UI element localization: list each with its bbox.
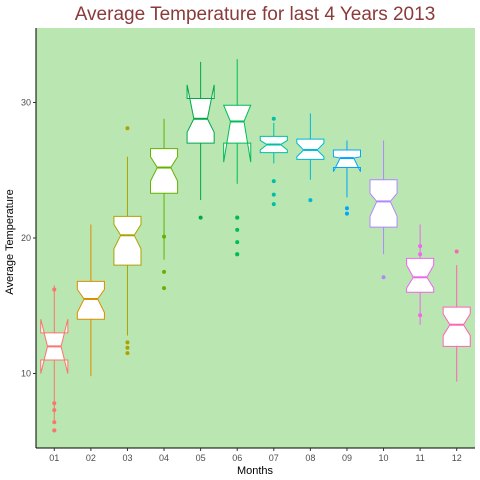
y-axis-label: Average Temperature	[4, 189, 16, 294]
y-axis-ticks: 10 20 30	[21, 98, 36, 378]
box-12	[442, 249, 471, 382]
x-tick-label: 11	[415, 453, 424, 463]
outlier-point	[125, 340, 130, 345]
outlier-point	[235, 252, 240, 257]
box-body	[76, 280, 105, 320]
box-body	[332, 149, 361, 172]
outlier-point	[235, 240, 240, 245]
outlier-point	[125, 351, 130, 356]
outlier-point	[344, 206, 349, 211]
y-tick-label: 10	[21, 368, 31, 378]
outlier-point	[271, 192, 276, 197]
x-tick-label: 06	[232, 453, 242, 463]
outlier-point	[162, 269, 167, 274]
box-body	[113, 215, 142, 266]
x-tick-label: 04	[159, 453, 169, 463]
x-tick-label: 10	[379, 453, 389, 463]
outlier-point	[125, 345, 130, 350]
box-05	[186, 61, 215, 220]
x-tick-label: 09	[342, 453, 352, 463]
x-tick-label: 02	[86, 453, 96, 463]
outlier-point	[418, 252, 423, 257]
outlier-point	[125, 126, 130, 131]
box-body	[150, 148, 179, 194]
outlier-point	[454, 249, 459, 254]
outlier-point	[344, 211, 349, 216]
box-08	[296, 113, 325, 203]
x-tick-label: 07	[269, 453, 279, 463]
outlier-point	[381, 275, 386, 280]
x-tick-label: 03	[122, 453, 132, 463]
x-tick-label: 12	[452, 453, 462, 463]
outlier-point	[235, 227, 240, 232]
box-06	[222, 59, 252, 257]
box-body	[369, 179, 398, 228]
outlier-point	[52, 408, 57, 413]
outlier-point	[308, 198, 313, 203]
outlier-point	[52, 401, 57, 406]
box-body	[406, 257, 435, 293]
outlier-point	[418, 244, 423, 249]
box-11	[406, 224, 435, 325]
y-tick-label: 30	[21, 98, 31, 108]
x-tick-label: 05	[196, 453, 206, 463]
outlier-point	[162, 286, 167, 291]
box-body	[186, 84, 215, 144]
box-03	[113, 126, 142, 356]
x-axis-label: Months	[237, 465, 274, 477]
box-body	[442, 306, 471, 347]
x-tick-label: 08	[305, 453, 315, 463]
outlier-point	[271, 179, 276, 184]
outlier-point	[52, 287, 57, 292]
chart-marks	[40, 59, 471, 433]
box-10	[369, 140, 398, 280]
box-body	[222, 104, 252, 163]
box-02	[76, 224, 105, 377]
box-04	[150, 118, 179, 291]
outlier-point	[198, 215, 203, 220]
box-01	[40, 285, 69, 433]
chart-title: Average Temperature for last 4 Years 201…	[75, 4, 436, 25]
outlier-point	[52, 428, 57, 433]
outlier-point	[271, 116, 276, 121]
x-tick-label: 01	[49, 453, 59, 463]
y-tick-label: 20	[21, 233, 31, 243]
outlier-point	[52, 420, 57, 425]
box-09	[332, 140, 361, 216]
plot-panel	[36, 28, 475, 448]
outlier-point	[418, 313, 423, 318]
box-07	[259, 116, 288, 207]
outlier-point	[162, 234, 167, 239]
outlier-point	[235, 215, 240, 220]
outlier-point	[271, 202, 276, 207]
x-axis-ticks: 01 02 03 04 05 06 07 08 09 10 11 12	[49, 448, 462, 463]
